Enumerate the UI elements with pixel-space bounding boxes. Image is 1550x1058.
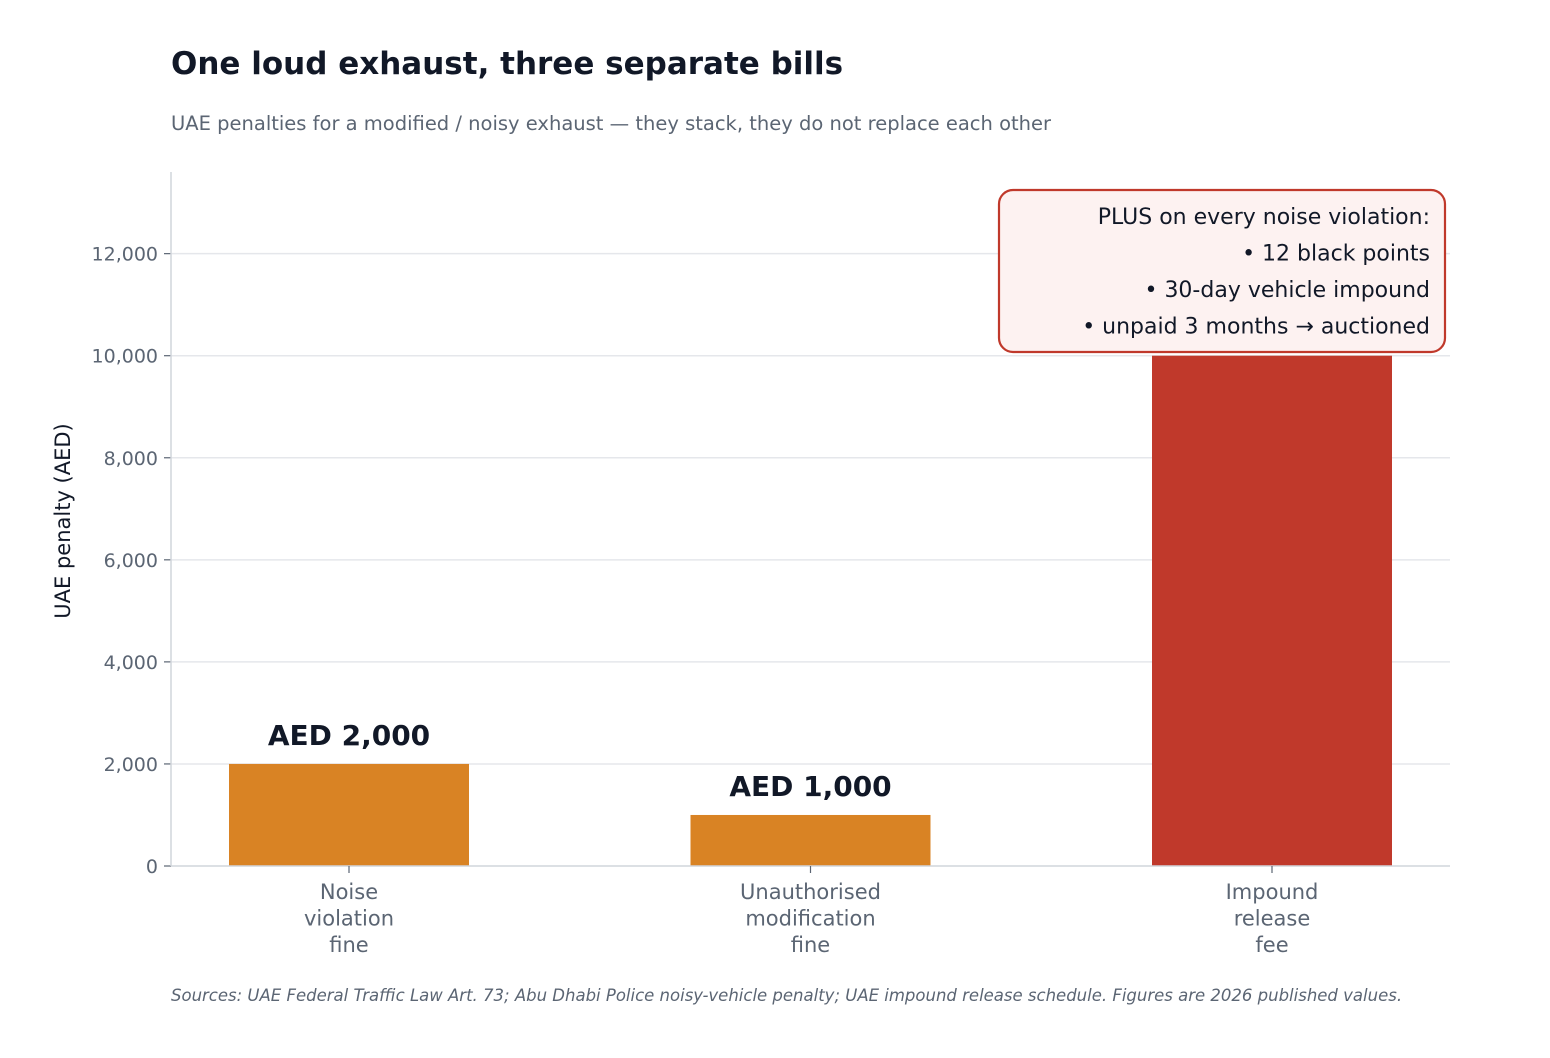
annotation-box: PLUS on every noise violation: • 12 black… [997,188,1447,354]
labels: 0 2,000 4,000 6,000 8,000 10,000 12,000 Noise vi… [51,244,1318,957]
y-tick-label: 8,000 [104,448,158,470]
chart-subtitle: UAE penalties for a modified / noisy exh… [171,112,1052,135]
x-tick-label: Impound [1226,880,1319,904]
x-tick-label: Unauthorised [740,880,881,904]
annotation-line: PLUS on every noise violation: [1098,205,1430,230]
source-note: Sources: UAE Federal Traffic Law Art. 73… [171,986,1403,1005]
y-tick-label: 2,000 [104,754,158,776]
chart-title: One loud exhaust, three separate bills [171,46,844,82]
bar [229,763,469,866]
x-tick-label: violation [304,907,394,931]
y-tick-label: 10,000 [92,346,158,368]
y-axis-title: UAE penalty (AED) [51,423,75,618]
y-tick-label: 4,000 [104,652,158,674]
data-label: AED 2,000 [268,719,430,752]
x-tick-label: fine [791,933,830,957]
x-tick-label: Noise [320,880,378,904]
x-tick-label: modification [745,907,875,931]
axes [164,172,1450,873]
annotation-line: • 12 black points [1242,242,1430,267]
bar [1152,355,1392,866]
x-tick-label: fine [329,933,368,957]
annotation-frame [997,188,1447,354]
annotation-line: • 30-day vehicle impound [1144,278,1430,303]
y-tick-label: 6,000 [104,550,158,572]
data-label: AED 1,000 [729,770,891,803]
x-tick-label: fee [1255,933,1288,957]
x-tick-label: release [1234,907,1311,931]
y-tick-label: 0 [146,856,158,878]
y-tick-label: 12,000 [92,244,158,266]
annotation-line: • unpaid 3 months → auctioned [1082,315,1430,340]
bars [229,355,1392,866]
bar [690,814,931,866]
